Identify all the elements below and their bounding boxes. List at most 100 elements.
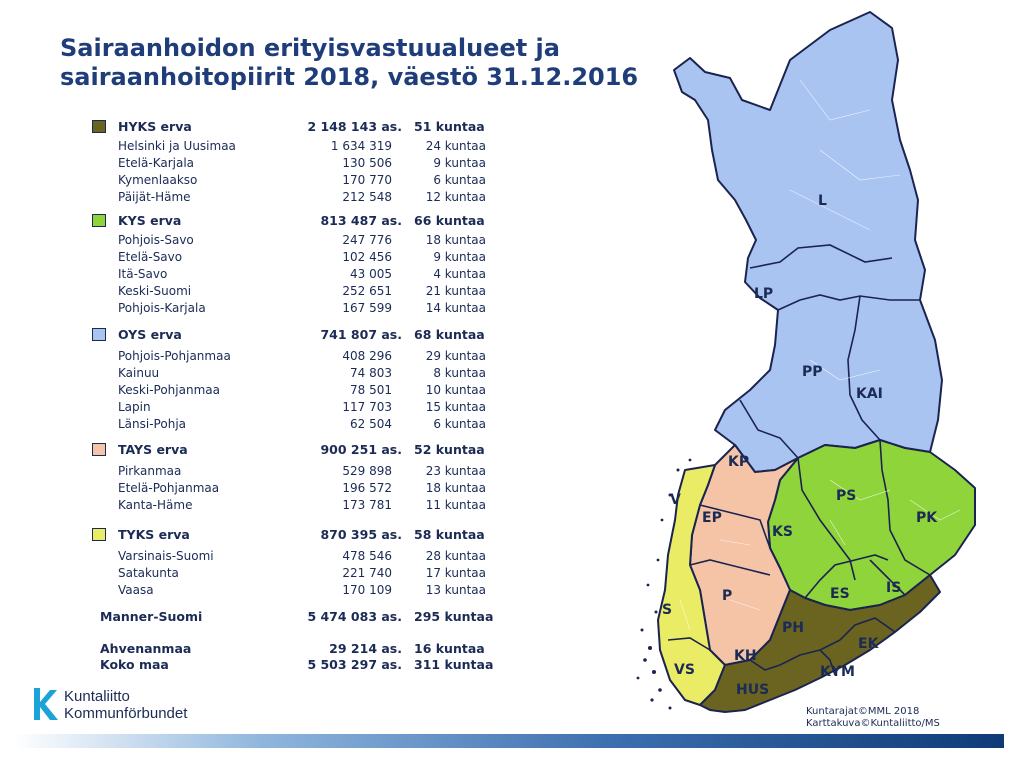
district-row: Etelä-Savo 102 456 9 kuntaa: [92, 250, 502, 267]
map-label-p: P: [722, 588, 732, 604]
district-name: Lapin: [118, 400, 151, 414]
district-name: Keski-Suomi: [118, 284, 192, 298]
group-row-oys: OYS erva 741 807 as. 68 kuntaa: [92, 327, 502, 344]
total-name: Ahvenanmaa: [100, 641, 192, 656]
district-name: Kainuu: [118, 366, 160, 380]
district-name: Keski-Pohjanmaa: [118, 383, 220, 397]
district-name: Päijät-Häme: [118, 190, 191, 204]
district-name: Kanta-Häme: [118, 498, 193, 512]
district-row: Pirkanmaa 529 898 23 kuntaa: [92, 464, 502, 481]
district-population: 43 005: [350, 267, 392, 281]
total-population: 29 214 as.: [329, 641, 402, 656]
region-hyks: [699, 574, 941, 713]
district-municipalities: 28 kuntaa: [425, 549, 486, 563]
district-row: Varsinais-Suomi 478 546 28 kuntaa: [92, 549, 502, 566]
color-swatch-oys: [92, 328, 106, 341]
region-oys: [673, 11, 943, 473]
district-row: Keski-Pohjanmaa 78 501 10 kuntaa: [92, 383, 502, 400]
district-population: 78 501: [350, 383, 392, 397]
group-municipalities: 51 kuntaa: [414, 119, 485, 134]
total-row-koko-maa: Koko maa 5 503 297 as. 311 kuntaa: [92, 657, 502, 674]
district-row: Länsi-Pohja 62 504 6 kuntaa: [92, 417, 502, 434]
title-line-1: Sairaanhoidon erityisvastuualueet ja: [60, 34, 560, 62]
title-line-2: sairaanhoitopiirit 2018, väestö 31.12.20…: [60, 63, 639, 91]
group-name: TAYS erva: [118, 442, 188, 457]
logo-line-1: Kuntaliitto: [64, 688, 130, 705]
group-row-tays: TAYS erva 900 251 as. 52 kuntaa: [92, 442, 502, 459]
district-population: 130 506: [342, 156, 392, 170]
group-municipalities: 58 kuntaa: [414, 527, 485, 542]
district-row: Pohjois-Karjala 167 599 14 kuntaa: [92, 301, 502, 318]
district-population: 167 599: [342, 301, 392, 315]
district-population: 117 703: [342, 400, 392, 414]
district-municipalities: 6 kuntaa: [433, 173, 486, 187]
district-name: Helsinki ja Uusimaa: [118, 139, 236, 153]
district-row: Pohjois-Pohjanmaa 408 296 29 kuntaa: [92, 349, 502, 366]
group-name: OYS erva: [118, 327, 182, 342]
district-population: 196 572: [342, 481, 392, 495]
map-label-v: V: [670, 492, 681, 508]
district-row: Satakunta 221 740 17 kuntaa: [92, 566, 502, 583]
group-name: HYKS erva: [118, 119, 192, 134]
district-name: Varsinais-Suomi: [118, 549, 214, 563]
credits-line-2: Karttakuva©Kuntaliitto/MS: [806, 718, 940, 729]
kuntaliitto-logo: Kuntaliitto Kommunförbundet: [30, 686, 230, 726]
district-name: Etelä-Pohjanmaa: [118, 481, 220, 495]
district-name: Itä-Savo: [118, 267, 168, 281]
district-municipalities: 8 kuntaa: [433, 366, 486, 380]
map-label-kym: KYM: [820, 664, 855, 680]
group-population: 870 395 as.: [320, 527, 402, 542]
total-row-manner-suomi: Manner-Suomi 5 474 083 as. 295 kuntaa: [92, 609, 502, 626]
total-municipalities: 311 kuntaa: [414, 657, 494, 672]
group-municipalities: 66 kuntaa: [414, 213, 485, 228]
district-name: Pohjois-Savo: [118, 233, 194, 247]
district-name: Vaasa: [118, 583, 154, 597]
district-municipalities: 18 kuntaa: [425, 233, 486, 247]
map-label-hus: HUS: [736, 682, 769, 698]
group-population: 741 807 as.: [320, 327, 402, 342]
map-label-pk: PK: [916, 510, 938, 526]
total-population: 5 503 297 as.: [307, 657, 402, 672]
district-population: 62 504: [350, 417, 392, 431]
color-swatch-tays: [92, 443, 106, 456]
district-municipalities: 12 kuntaa: [425, 190, 486, 204]
district-population: 529 898: [342, 464, 392, 478]
map-label-lp: LP: [754, 286, 773, 302]
group-population: 813 487 as.: [320, 213, 402, 228]
district-population: 102 456: [342, 250, 392, 264]
district-municipalities: 13 kuntaa: [425, 583, 486, 597]
group-row-kys: KYS erva 813 487 as. 66 kuntaa: [92, 213, 502, 230]
finland-map: L LP PP KAI KP V EP KS PS PK ES IS S P P…: [630, 0, 990, 734]
map-label-ks: KS: [772, 524, 793, 540]
map-label-kp: KP: [728, 454, 749, 470]
district-municipalities: 18 kuntaa: [425, 481, 486, 495]
map-label-is: IS: [886, 580, 901, 596]
district-population: 74 803: [350, 366, 392, 380]
district-population: 212 548: [342, 190, 392, 204]
district-name: Länsi-Pohja: [118, 417, 187, 431]
total-municipalities: 295 kuntaa: [414, 609, 494, 624]
color-swatch-hyks: [92, 120, 106, 133]
district-population: 170 770: [342, 173, 392, 187]
district-municipalities: 15 kuntaa: [425, 400, 486, 414]
map-label-ps: PS: [836, 488, 856, 504]
map-label-l: L: [818, 193, 827, 209]
district-name: Etelä-Savo: [118, 250, 183, 264]
group-population: 2 148 143 as.: [307, 119, 402, 134]
color-swatch-kys: [92, 214, 106, 227]
map-label-s: S: [662, 602, 672, 618]
credits-line-1: Kuntarajat©MML 2018: [806, 706, 920, 717]
map-label-pp: PP: [802, 364, 823, 380]
kuntaliitto-logo-icon: [34, 688, 58, 720]
map-label-ep: EP: [702, 510, 722, 526]
district-name: Etelä-Karjala: [118, 156, 195, 170]
group-row-hyks: HYKS erva 2 148 143 as. 51 kuntaa: [92, 119, 502, 136]
district-row: Keski-Suomi 252 651 21 kuntaa: [92, 284, 502, 301]
map-label-es: ES: [830, 586, 850, 602]
district-row: Etelä-Pohjanmaa 196 572 18 kuntaa: [92, 481, 502, 498]
group-name: TYKS erva: [118, 527, 190, 542]
district-population: 408 296: [342, 349, 392, 363]
map-credits: Kuntarajat©MML 2018 Karttakuva©Kuntaliit…: [806, 706, 940, 730]
district-population: 173 781: [342, 498, 392, 512]
district-row: Etelä-Karjala 130 506 9 kuntaa: [92, 156, 502, 173]
